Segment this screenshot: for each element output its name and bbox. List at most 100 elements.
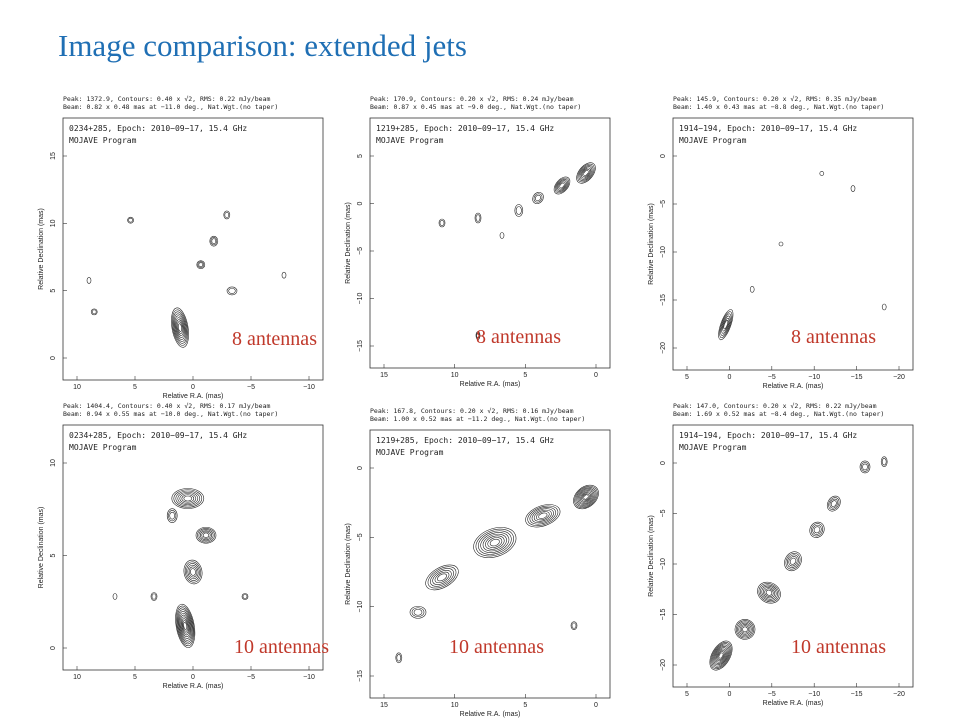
contour <box>880 456 888 467</box>
contour <box>190 568 196 576</box>
contour <box>723 320 729 330</box>
contour <box>527 505 559 526</box>
contour <box>576 488 596 506</box>
source-label: 1219+285, Epoch: 2010−09−17, 15.4 GHz <box>376 124 554 133</box>
x-tick-label: 5 <box>523 702 527 709</box>
source-label: 1914−194, Epoch: 2010−09−17, 15.4 GHz <box>679 431 857 440</box>
panel-header: Beam: 0.82 x 0.48 mas at −11.0 deg., Nat… <box>63 103 278 111</box>
antenna-caption: 8 antennas <box>476 326 561 348</box>
panel: Peak: 1372.9, Contours: 0.40 x √2, RMS: … <box>38 95 324 400</box>
contour <box>171 488 205 509</box>
contour <box>175 317 185 338</box>
y-tick-label: 5 <box>50 553 57 557</box>
contour <box>425 564 459 591</box>
contour <box>765 589 773 596</box>
panel-header: Peak: 1404.4, Contours: 0.40 x √2, RMS: … <box>63 402 270 410</box>
contour <box>91 309 97 315</box>
x-axis-label: Relative R.A. (mas) <box>763 700 824 707</box>
y-tick-label: −5 <box>357 533 364 541</box>
plot-frame <box>369 429 611 699</box>
contour <box>553 176 571 195</box>
contour <box>749 286 755 293</box>
contour <box>577 163 595 183</box>
contour <box>475 214 481 222</box>
y-tick-label: −10 <box>660 246 667 258</box>
x-tick-label: −5 <box>247 384 255 391</box>
contour <box>439 220 445 226</box>
contour <box>579 166 593 180</box>
y-axis-label: Relative Declination (mas) <box>345 202 352 284</box>
contour <box>764 588 774 597</box>
contour <box>199 530 213 541</box>
contour <box>739 624 751 635</box>
contour <box>175 490 201 507</box>
contour <box>150 592 158 601</box>
contour <box>714 647 728 664</box>
x-tick-label: 5 <box>685 691 689 698</box>
contour <box>862 463 868 471</box>
panel-header: Peak: 147.0, Contours: 0.20 x √2, RMS: 0… <box>673 402 877 410</box>
x-tick-label: −5 <box>247 674 255 681</box>
y-axis-label: Relative Declination (mas) <box>38 208 45 290</box>
contour <box>734 619 756 640</box>
y-tick-label: −5 <box>357 247 364 255</box>
contour <box>881 303 887 311</box>
x-tick-label: 5 <box>133 384 137 391</box>
contour <box>525 504 561 528</box>
contour <box>211 238 217 244</box>
contour <box>761 585 777 600</box>
contour <box>829 498 839 509</box>
contour <box>557 180 567 191</box>
x-axis-label: Relative R.A. (mas) <box>163 393 224 400</box>
x-axis-label: Relative R.A. (mas) <box>163 683 224 690</box>
contour <box>197 261 205 269</box>
contour <box>718 652 724 659</box>
x-tick-label: −10 <box>303 384 315 391</box>
contour <box>722 317 730 332</box>
contour <box>437 573 447 582</box>
x-tick-label: 5 <box>523 372 527 379</box>
antenna-caption: 8 antennas <box>232 328 317 350</box>
contour <box>112 593 118 600</box>
x-tick-label: −20 <box>893 691 905 698</box>
contour <box>281 271 287 279</box>
contour <box>169 511 175 520</box>
y-tick-label: 0 <box>660 461 667 465</box>
contour <box>819 171 825 176</box>
contour <box>812 524 822 535</box>
contour <box>536 511 550 521</box>
contour <box>178 611 192 641</box>
y-tick-label: −10 <box>660 558 667 570</box>
contour <box>788 556 798 567</box>
contour <box>718 309 734 341</box>
contour <box>432 569 452 585</box>
contour <box>757 581 781 604</box>
x-tick-label: 0 <box>594 702 598 709</box>
contour <box>721 315 731 334</box>
x-tick-label: −10 <box>808 691 820 698</box>
contour <box>413 608 423 616</box>
contour <box>201 531 211 539</box>
y-tick-label: 10 <box>50 219 57 227</box>
contour <box>242 594 248 599</box>
y-tick-label: 0 <box>357 201 364 205</box>
contour <box>515 206 522 215</box>
contour <box>477 530 512 555</box>
contour <box>485 535 505 550</box>
contour <box>90 308 98 316</box>
contour <box>580 491 592 503</box>
contour <box>859 460 871 474</box>
contour <box>583 170 589 176</box>
contour <box>396 654 402 662</box>
contour <box>175 603 196 648</box>
contour <box>534 194 542 202</box>
panel-header: Beam: 1.40 x 0.43 mas at −8.8 deg., Nat.… <box>673 103 884 111</box>
contour <box>183 621 188 630</box>
contour <box>180 614 191 638</box>
contour <box>533 193 543 203</box>
contour <box>582 168 590 178</box>
antenna-caption: 10 antennas <box>234 636 329 658</box>
x-tick-label: 5 <box>685 374 689 381</box>
contour <box>556 179 568 192</box>
